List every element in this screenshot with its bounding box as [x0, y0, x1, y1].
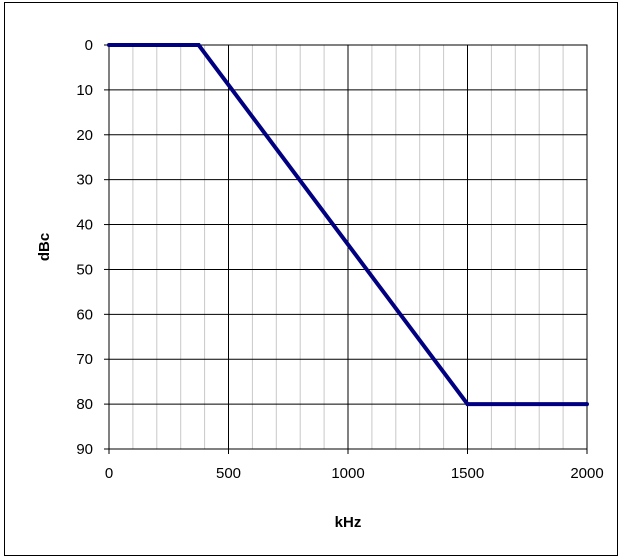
data-point [465, 402, 470, 407]
y-tick-label: 10 [76, 82, 93, 99]
y-tick-label: 0 [85, 37, 93, 54]
x-axis-title: kHz [335, 514, 362, 531]
y-tick-label: 60 [76, 306, 93, 323]
minor-gridlines [132, 45, 564, 449]
x-tick-label: 2000 [570, 465, 603, 482]
y-tick-label: 90 [76, 441, 93, 458]
y-tick-label: 40 [76, 217, 93, 234]
data-point [107, 43, 111, 47]
series-layer [107, 43, 589, 407]
y-tick-label: 20 [76, 127, 93, 144]
y-axis-title: dBc [36, 233, 53, 261]
x-axis-ticks: 0 500 1000 1500 2000 [105, 449, 604, 482]
y-axis-ticks: 0 10 20 30 40 50 60 70 80 90 [76, 37, 109, 458]
y-tick-label: 80 [76, 396, 93, 413]
x-tick-label: 0 [105, 465, 113, 482]
y-tick-label: 30 [76, 172, 93, 189]
series-line-0 [109, 43, 587, 407]
data-point [585, 402, 589, 407]
data-point [196, 43, 201, 47]
y-tick-label: 70 [76, 351, 93, 368]
x-tick-label: 1000 [331, 465, 364, 482]
x-tick-label: 1500 [451, 465, 484, 482]
y-tick-label: 50 [76, 261, 93, 278]
x-tick-label: 500 [216, 465, 241, 482]
